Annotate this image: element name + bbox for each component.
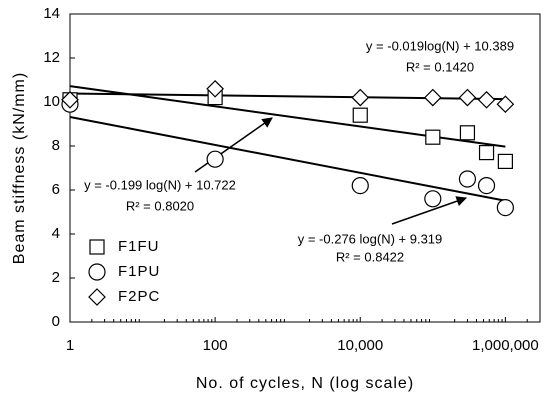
y-tick-label: 6 — [52, 181, 60, 198]
data-point — [424, 190, 442, 208]
data-point — [351, 88, 370, 107]
x-tick-label: 1 — [66, 337, 74, 354]
data-point — [423, 88, 442, 107]
x-axis-label: No. of cycles, N (log scale) — [196, 375, 414, 392]
legend-marker — [88, 288, 106, 306]
plot-frame — [69, 13, 541, 323]
trend-equation: y = -0.276 log(N) + 9.319 — [298, 231, 443, 246]
x-tick-label: 1,000,000 — [472, 337, 539, 354]
y-tick-label: 10 — [43, 93, 60, 110]
x-tick-label: 10,000 — [337, 337, 383, 354]
legend-label: F1PU — [118, 263, 160, 280]
y-tick-label: 0 — [52, 313, 60, 330]
x-tick-label: 100 — [203, 337, 228, 354]
data-point — [496, 95, 515, 114]
data-point — [497, 153, 513, 169]
trend-line — [69, 116, 506, 202]
data-point — [477, 177, 496, 195]
data-point — [352, 107, 368, 123]
legend-label: F2PC — [118, 288, 160, 305]
data-point — [496, 199, 514, 217]
trend-r2: R² = 0.8422 — [336, 249, 404, 264]
y-tick-label: 4 — [52, 225, 60, 242]
data-point — [478, 145, 495, 161]
data-point — [206, 79, 224, 98]
data-point — [458, 170, 477, 188]
data-point — [459, 125, 476, 141]
legend-label: F1FU — [118, 238, 160, 255]
y-tick-label: 14 — [43, 5, 60, 22]
trend-equation: y = -0.199 log(N) + 10.722 — [84, 177, 236, 192]
data-point — [458, 88, 477, 107]
data-point — [351, 177, 369, 195]
data-point — [477, 90, 496, 109]
arrow — [391, 196, 467, 225]
trend-equation: y = -0.019log(N) + 10.389 — [366, 38, 514, 53]
y-axis-label: Beam stiffness (kN/mm) — [11, 72, 28, 264]
trend-r2: R² = 0.8020 — [126, 198, 194, 213]
y-tick-label: 12 — [43, 49, 60, 66]
legend-marker — [89, 239, 105, 255]
legend-marker — [88, 263, 106, 281]
data-point — [61, 90, 79, 109]
trend-r2: R² = 0.1420 — [406, 59, 474, 74]
y-tick-label: 8 — [52, 137, 60, 154]
arrow — [194, 117, 273, 173]
data-point — [425, 129, 441, 145]
y-tick-label: 2 — [52, 269, 60, 286]
data-point — [206, 150, 224, 168]
